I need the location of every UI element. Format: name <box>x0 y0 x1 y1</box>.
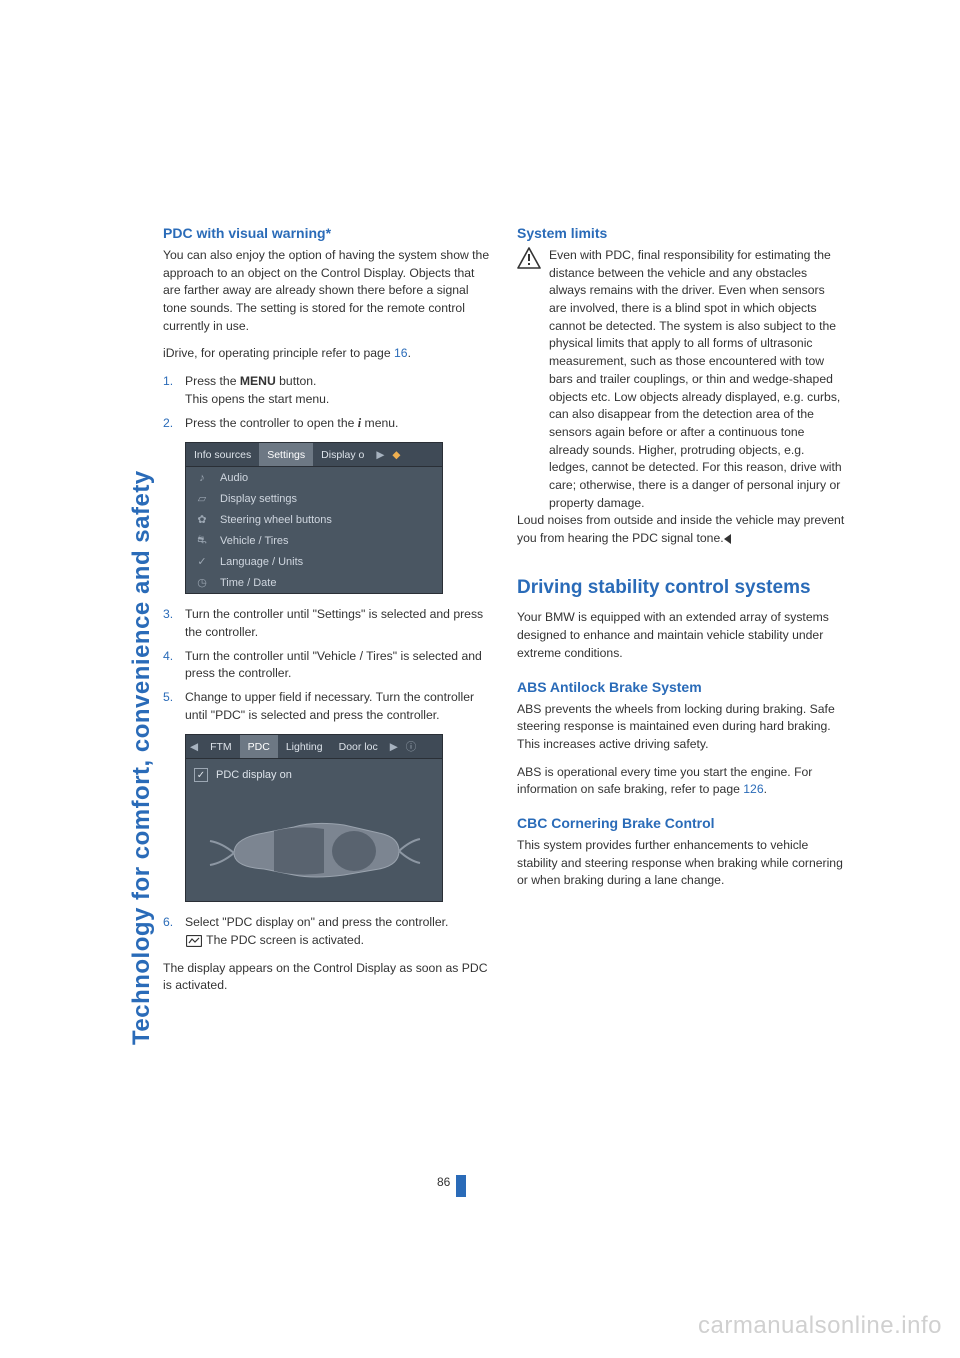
step-4: 4. Turn the controller until "Vehicle / T… <box>163 648 491 683</box>
step-6-text-b: The PDC screen is activated. <box>206 933 364 947</box>
tab-settings: Settings <box>259 443 313 466</box>
abs-paragraph-2: ABS is operational every time you start … <box>517 764 845 799</box>
idrive-ref-pre: iDrive, for operating principle refer to… <box>163 346 394 360</box>
tab-display: Display o <box>313 443 372 466</box>
system-limits-paragraph: Even with PDC, final responsibility for … <box>549 247 845 512</box>
end-of-warning-icon <box>724 534 731 544</box>
menu-row-steering: ✿ Steering wheel buttons <box>186 509 442 530</box>
menu-label-audio: Audio <box>220 472 248 484</box>
page-number: 86 <box>437 1175 450 1189</box>
heading-driving-stability: Driving stability control systems <box>517 576 845 600</box>
menu-label-vehicle: Vehicle / Tires <box>220 535 288 547</box>
language-icon: ✓ <box>194 555 210 568</box>
step-2-text-a: Press the controller to open the <box>185 416 358 430</box>
heading-cbc: CBC Cornering Brake Control <box>517 815 845 831</box>
vehicle-icon: ⛐ <box>194 534 210 548</box>
clock-icon: ◷ <box>194 576 210 589</box>
step-number-3: 3. <box>163 606 173 624</box>
pdc-screen-icon <box>185 935 203 947</box>
left-column: PDC with visual warning* You can also en… <box>163 225 491 1005</box>
abs-p2-post: . <box>764 782 767 796</box>
tab-scroll-left-icon: ◀ <box>186 735 202 758</box>
right-column: System limits Even with PDC, final respo… <box>517 225 845 1005</box>
tab-scroll-right-icon: ▶ <box>372 443 388 466</box>
page-ref-16: 16 <box>394 346 408 360</box>
tab-ftm: FTM <box>202 735 240 758</box>
tab-scroll-diamond-icon: ◆ <box>388 443 404 466</box>
heading-abs: ABS Antilock Brake System <box>517 679 845 695</box>
step-2: 2. Press the controller to open the i me… <box>163 415 491 433</box>
page-marker <box>456 1175 466 1197</box>
step-1-text-a: Press the <box>185 374 240 388</box>
step-1: 1. Press the MENU button. This opens the… <box>163 373 491 408</box>
step-4-text: Turn the controller until "Vehicle / Tir… <box>185 649 482 681</box>
watermark: carmanualsonline.info <box>698 1312 942 1340</box>
screenshot2-tabs: ◀ FTM PDC Lighting Door loc ▶ ⓘ <box>186 735 442 759</box>
step-number-6: 6. <box>163 914 173 932</box>
pdc-display-on-label: PDC display on <box>216 769 292 781</box>
idrive-ref-post: . <box>408 346 411 360</box>
warning-block: Even with PDC, final responsibility for … <box>517 247 845 512</box>
tab-info-sources: Info sources <box>186 443 259 466</box>
heading-pdc-visual: PDC with visual warning* <box>163 225 491 241</box>
step-number-5: 5. <box>163 689 173 707</box>
pdc-display-on-row: ✓ PDC display on <box>194 765 434 785</box>
step-5: 5. Change to upper field if necessary. Tu… <box>163 689 491 724</box>
menu-row-vehicle: ⛐ Vehicle / Tires <box>186 530 442 551</box>
idrive-pdc-screenshot: ◀ FTM PDC Lighting Door loc ▶ ⓘ ✓ PDC di… <box>185 734 443 902</box>
step-number-1: 1. <box>163 373 173 391</box>
heading-system-limits: System limits <box>517 225 845 241</box>
pdc-display-appears-paragraph: The display appears on the Control Displ… <box>163 960 491 995</box>
page-content: PDC with visual warning* You can also en… <box>163 225 846 1005</box>
tab-door-lock: Door loc <box>331 735 386 758</box>
display-icon: ▱ <box>194 492 210 505</box>
idrive-settings-screenshot: Info sources Settings Display o ▶ ◆ ♪ Aud… <box>185 442 443 594</box>
loud-noises-text: Loud noises from outside and inside the … <box>517 513 844 545</box>
driving-stability-intro: Your BMW is equipped with an extended ar… <box>517 609 845 662</box>
menu-row-language: ✓ Language / Units <box>186 551 442 572</box>
car-top-view-diagram <box>194 793 434 891</box>
step-3-text: Turn the controller until "Settings" is … <box>185 607 483 639</box>
step-number-4: 4. <box>163 648 173 666</box>
steering-icon: ✿ <box>194 513 210 526</box>
step-1-text-d: This opens the start menu. <box>185 392 329 406</box>
step-6-text-a: Select "PDC display on" and press the co… <box>185 915 448 929</box>
step-1-text-c: button. <box>276 374 317 388</box>
tab-info-icon: ⓘ <box>402 735 421 758</box>
step-2-text-b: menu. <box>361 416 398 430</box>
menu-row-audio: ♪ Audio <box>186 467 442 488</box>
system-limits-paragraph-2: Loud noises from outside and inside the … <box>517 512 845 547</box>
tab-pdc: PDC <box>240 735 278 758</box>
tab-scroll-right-icon-2: ▶ <box>386 735 402 758</box>
cbc-paragraph: This system provides further enhancement… <box>517 837 845 890</box>
audio-icon: ♪ <box>194 472 210 484</box>
checkbox-checked-icon: ✓ <box>194 768 208 782</box>
menu-row-display-settings: ▱ Display settings <box>186 488 442 509</box>
menu-label-language: Language / Units <box>220 556 303 568</box>
page-ref-126: 126 <box>743 782 763 796</box>
menu-row-time: ◷ Time / Date <box>186 572 442 593</box>
menu-label-time: Time / Date <box>220 577 276 589</box>
menu-label-steering: Steering wheel buttons <box>220 514 332 526</box>
tab-lighting: Lighting <box>278 735 331 758</box>
screenshot1-tabs: Info sources Settings Display o ▶ ◆ <box>186 443 442 467</box>
abs-p2-pre: ABS is operational every time you start … <box>517 765 812 797</box>
step-5-text: Change to upper field if necessary. Turn… <box>185 690 474 722</box>
step-3: 3. Turn the controller until "Settings" i… <box>163 606 491 641</box>
step-6: 6. Select "PDC display on" and press the… <box>163 914 491 949</box>
section-title-vertical: Technology for comfort, convenience and … <box>128 225 150 1045</box>
menu-button-label: MENU <box>240 374 276 388</box>
warning-triangle-icon <box>517 247 541 512</box>
idrive-reference: iDrive, for operating principle refer to… <box>163 345 491 363</box>
abs-paragraph-1: ABS prevents the wheels from locking dur… <box>517 701 845 754</box>
menu-label-display-settings: Display settings <box>220 493 297 505</box>
pdc-intro-paragraph: You can also enjoy the option of having … <box>163 247 491 335</box>
step-number-2: 2. <box>163 415 173 433</box>
